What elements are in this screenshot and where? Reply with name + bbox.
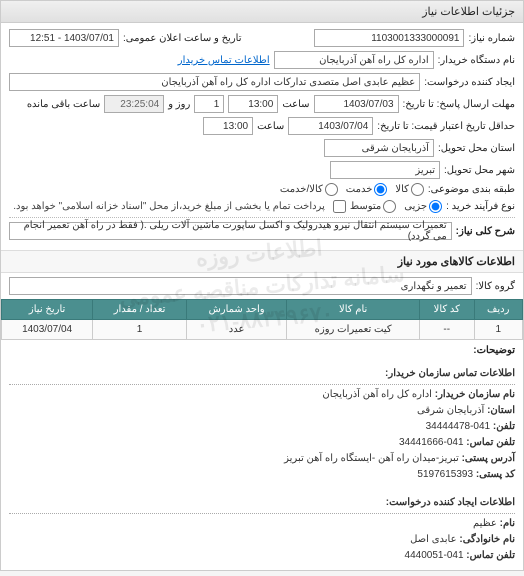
notes-label: توضیحات: [473, 345, 515, 356]
bc-prov: آذربایجان شرقی [417, 405, 484, 416]
purchase-type-label: نوع فرآیند خرید : [446, 201, 515, 212]
bc-prov-label: استان: [487, 405, 515, 416]
req-no-field: 1103001333000091 [314, 29, 464, 47]
quote-date-field: 1403/07/04 [288, 117, 373, 135]
table-cell: کیت تعمیرات روزه [287, 320, 420, 340]
table-cell: 1403/07/04 [2, 320, 93, 340]
quote-deadline-label: حداقل تاریخ اعتبار قیمت: تا تاریخ: [377, 121, 515, 132]
buyer-org-label: نام دستگاه خریدار: [438, 55, 515, 66]
panel-title: جزئیات اطلاعات نیاز [422, 6, 515, 18]
bc-post: 5197615393 [417, 469, 473, 480]
city-field: تبریز [330, 161, 440, 179]
table-cell: عدد [186, 320, 286, 340]
buyer-contact-title: اطلاعات تماس سازمان خریدار: [9, 366, 515, 385]
cat-service-radio[interactable]: خدمت [346, 183, 388, 196]
bc-addr: تبریز-میدان راه آهن -ایستگاه راه آهن تبر… [284, 453, 459, 464]
form-panel: جزئیات اطلاعات نیاز شماره نیاز: 11030013… [0, 0, 524, 571]
table-col: واحد شمارش [186, 300, 286, 320]
table-cell: 1 [474, 320, 522, 340]
bc-tel: 041-34444478 [426, 421, 491, 432]
creator-label: ایجاد کننده درخواست: [424, 77, 515, 88]
panel-header: جزئیات اطلاعات نیاز [1, 1, 523, 23]
bc-tel-label: تلفن: [493, 421, 515, 432]
creator-contact-block: اطلاعات ایجاد کننده درخواست: نام: عظیم ن… [1, 489, 523, 570]
pt-small-radio[interactable]: جزیی [404, 200, 442, 213]
cc-fname: عظیم [473, 518, 497, 529]
bc-fax-label: تلفن تماس: [466, 437, 515, 448]
purchase-type-group: جزیی متوسط [350, 200, 442, 213]
table-col: ردیف [474, 300, 522, 320]
cat-both-radio[interactable]: کالا/خدمت [280, 183, 338, 196]
city-label: شهر محل تحویل: [444, 165, 515, 176]
table-row: 1--کیت تعمیرات روزهعدد11403/07/04 [2, 320, 523, 340]
table-col: کد کالا [420, 300, 475, 320]
cat-goods-radio[interactable]: کالا [395, 183, 424, 196]
province-label: استان محل تحویل: [438, 143, 515, 154]
separator-1 [9, 217, 515, 218]
buyer-org-field: اداره کل راه آهن آذربایجان [274, 51, 434, 69]
remain-label: ساعت باقی مانده [27, 99, 100, 110]
creator-field: عظیم عابدی اصل متصدی تدارکات اداره کل را… [9, 73, 420, 91]
table-col: تاریخ نیاز [2, 300, 93, 320]
deadline-date-field: 1403/07/03 [314, 95, 399, 113]
category-radio-group: کالا خدمت کالا/خدمت [280, 183, 424, 196]
days-and-label: روز و [168, 99, 190, 110]
table-cell: 1 [93, 320, 187, 340]
cc-tel-label: تلفن تماس: [466, 550, 515, 561]
announce-field: 1403/07/01 - 12:51 [9, 29, 119, 47]
treasury-note: پرداخت تمام یا بخشی از مبلغ خرید،از محل … [13, 201, 325, 212]
form-body: شماره نیاز: 1103001333000091 تاریخ و ساع… [1, 23, 523, 250]
table-cell: -- [420, 320, 475, 340]
pt-medium-radio[interactable]: متوسط [350, 200, 396, 213]
buyer-contact-block: اطلاعات تماس سازمان خریدار: نام سازمان خ… [1, 360, 523, 489]
quote-time-field: 13:00 [203, 117, 253, 135]
goods-table: ردیفکد کالانام کالاواحد شمارشتعداد / مقد… [1, 299, 523, 340]
days-field: 1 [194, 95, 224, 113]
time-label-2: ساعت [257, 121, 284, 132]
creator-contact-title: اطلاعات ایجاد کننده درخواست: [9, 495, 515, 514]
cc-tel: 041-4440051 [405, 550, 464, 561]
bc-fax: 041-34441666 [399, 437, 464, 448]
group-label: گروه کالا: [476, 281, 515, 292]
treasury-checkbox[interactable] [333, 200, 346, 213]
cc-fname-label: نام: [500, 518, 515, 529]
category-label: طبقه بندی موضوعی: [428, 184, 515, 195]
cc-lname: عابدی اصل [410, 534, 457, 545]
req-no-label: شماره نیاز: [468, 33, 515, 44]
desc-field: تعمیرات سیستم انتقال نیرو هیدرولیک و اکس… [9, 222, 452, 240]
time-label-1: ساعت [282, 99, 309, 110]
table-col: نام کالا [287, 300, 420, 320]
remain-time-field: 23:25:04 [104, 95, 164, 113]
deadline-label: مهلت ارسال پاسخ: تا تاریخ: [403, 99, 515, 110]
bc-org: اداره کل راه آهن آذربایجان [322, 389, 432, 400]
group-field: تعمیر و نگهداری [9, 277, 472, 295]
province-field: آذربایجان شرقی [324, 139, 434, 157]
bc-post-label: کد پستی: [476, 469, 515, 480]
cc-lname-label: نام خانوادگی: [459, 534, 515, 545]
announce-label: تاریخ و ساعت اعلان عمومی: [123, 33, 242, 44]
table-col: تعداد / مقدار [93, 300, 187, 320]
deadline-time-field: 13:00 [228, 95, 278, 113]
goods-section-title: اطلاعات کالاهای مورد نیاز [1, 250, 523, 273]
bc-addr-label: آدرس پستی: [462, 453, 515, 464]
bc-org-label: نام سازمان خریدار: [435, 389, 515, 400]
goods-table-header: ردیفکد کالانام کالاواحد شمارشتعداد / مقد… [2, 300, 523, 320]
desc-label: شرح کلی نیاز: [456, 226, 515, 237]
buyer-contact-link[interactable]: اطلاعات تماس خریدار [178, 55, 270, 66]
